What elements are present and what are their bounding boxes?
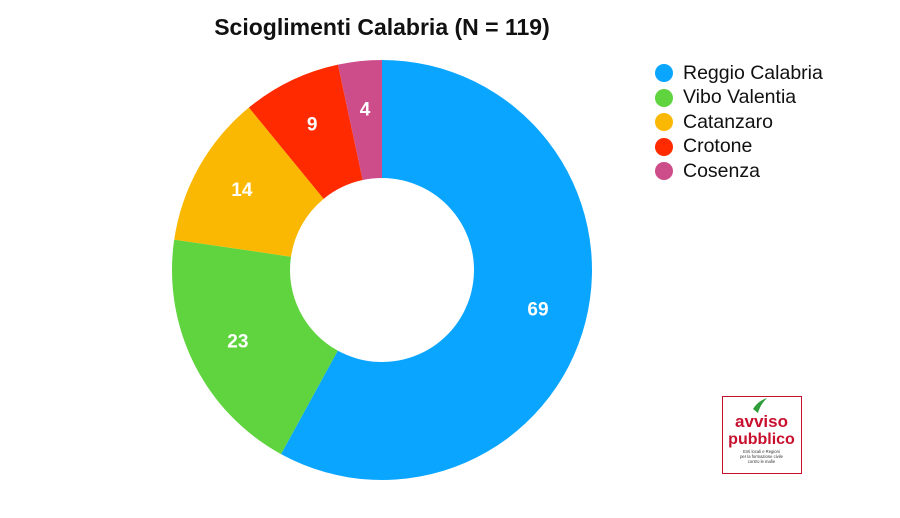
legend-item-crotone: Crotone	[655, 135, 823, 160]
chart-legend: Reggio Calabria Vibo Valentia Catanzaro Cro…	[655, 61, 823, 184]
logo-leaf-icon	[753, 398, 767, 413]
data-label-reggio-calabria: 69	[527, 299, 548, 320]
legend-swatch	[655, 137, 673, 156]
legend-swatch	[655, 64, 673, 83]
logo-word-1: avviso	[735, 412, 788, 431]
legend-label: Crotone	[683, 135, 753, 158]
donut-data-labels: 69 23 14 9 4	[227, 99, 548, 352]
legend-item-cosenza: Cosenza	[655, 159, 823, 184]
logo-tagline-2: per la formazione civile	[740, 454, 783, 459]
legend-swatch	[655, 113, 673, 132]
legend-label: Cosenza	[683, 159, 760, 182]
legend-swatch	[655, 162, 673, 181]
data-label-vibo-valentia: 23	[227, 331, 248, 352]
logo-tagline-1: Enti locali e Regioni	[743, 449, 780, 454]
data-label-catanzaro: 14	[231, 180, 253, 201]
legend-item-vibo-valentia: Vibo Valentia	[655, 86, 823, 111]
donut-slices	[171, 60, 592, 480]
chart-title: Scioglimenti Calabria (N = 119)	[214, 14, 550, 40]
legend-swatch	[655, 88, 673, 107]
slice-vibo-valentia	[171, 239, 338, 455]
legend-label: Catanzaro	[683, 110, 773, 133]
slice-catanzaro	[174, 107, 324, 257]
slice-cosenza	[337, 60, 382, 181]
slice-crotone	[248, 64, 363, 199]
legend-label: Vibo Valentia	[683, 86, 797, 109]
legend-label: Reggio Calabria	[683, 61, 823, 84]
avviso-pubblico-logo: avviso pubblico Enti locali e Regioni pe…	[722, 396, 802, 474]
data-label-cosenza: 4	[360, 99, 371, 120]
logo-tagline-3: contro le mafie	[748, 459, 776, 464]
legend-item-catanzaro: Catanzaro	[655, 110, 823, 135]
slice-reggio-calabria	[281, 60, 592, 480]
legend-item-reggio-calabria: Reggio Calabria	[655, 61, 823, 86]
data-label-crotone: 9	[307, 114, 318, 135]
logo-word-2: pubblico	[728, 431, 795, 448]
